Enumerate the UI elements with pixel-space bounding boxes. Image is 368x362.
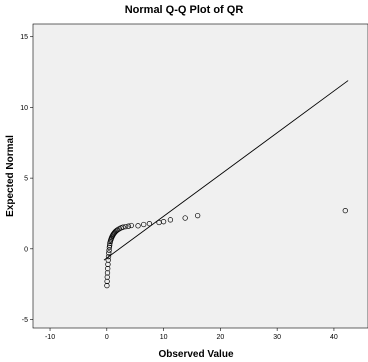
x-axis-label: Observed Value (158, 349, 233, 360)
data-point (104, 282, 110, 289)
data-point (105, 257, 111, 263)
data-point (125, 223, 132, 229)
data-point (104, 270, 111, 276)
data-point (104, 278, 110, 284)
x-tick-label: 10 (160, 334, 168, 341)
x-tick-label: 20 (216, 334, 224, 341)
y-tick-label: 5 (24, 176, 28, 183)
y-tick-label: 0 (24, 246, 28, 253)
data-point (167, 217, 174, 223)
data-point (112, 229, 118, 235)
data-point (195, 212, 201, 219)
data-point (128, 222, 134, 229)
y-tick-label: 10 (20, 105, 28, 112)
y-tick-label: 15 (20, 34, 28, 41)
reference-line-group (103, 80, 349, 261)
x-tick-label: 40 (330, 334, 338, 341)
plot-area (32, 23, 368, 329)
data-point (160, 219, 167, 225)
data-points-group (104, 207, 348, 289)
data-point (104, 274, 110, 280)
data-point (342, 207, 348, 214)
data-point (182, 215, 188, 221)
data-point (122, 223, 129, 230)
y-axis-label: Expected Normal (5, 135, 16, 217)
data-point (146, 221, 153, 227)
data-point (105, 265, 111, 272)
data-point (135, 223, 141, 229)
data-point (115, 226, 121, 233)
x-axis-ticks: -10 0 10 20 30 40 (45, 328, 338, 341)
data-point (106, 250, 112, 256)
data-point (105, 253, 112, 260)
y-axis-ticks: -5 0 5 10 15 (20, 34, 33, 324)
data-point (106, 247, 112, 253)
data-point (107, 242, 113, 248)
reference-line (103, 80, 349, 261)
data-point (120, 224, 126, 230)
chart-title: Normal Q-Q Plot of QR (125, 4, 244, 16)
x-tick-label: 0 (105, 334, 109, 341)
x-tick-label: -10 (45, 334, 55, 341)
x-tick-label: 30 (273, 334, 281, 341)
y-tick-label: -5 (22, 317, 28, 324)
data-point (141, 221, 147, 228)
